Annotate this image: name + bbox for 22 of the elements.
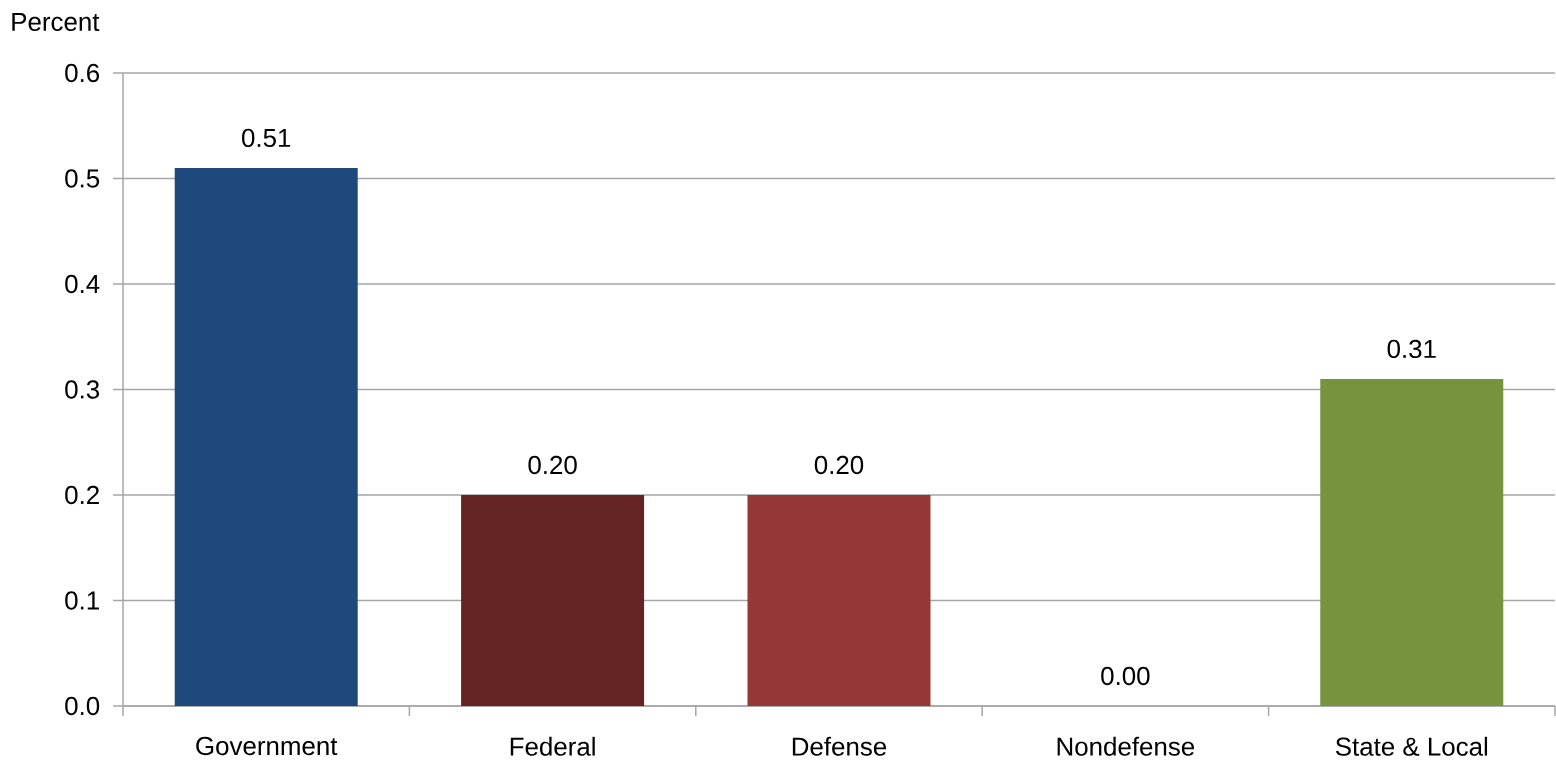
data-label: 0.20 <box>528 455 577 475</box>
bar <box>747 494 931 706</box>
bar <box>174 167 358 706</box>
data-label: 0.20 <box>814 455 864 475</box>
y-tick-label: 0.2 <box>65 485 99 505</box>
x-tick-label: Nondefense <box>1057 736 1195 756</box>
data-label: 0.51 <box>242 128 291 148</box>
y-tick-label: 0.3 <box>65 380 100 399</box>
x-tick-label: Defense <box>792 736 887 756</box>
x-tick-label: State & Local <box>1335 736 1488 756</box>
bar <box>461 494 645 706</box>
y-axis-title: Percent <box>12 12 100 32</box>
y-tick-label: 0.1 <box>65 591 99 610</box>
data-label: 0.31 <box>1387 339 1436 359</box>
x-tick-label: Federal <box>510 736 595 756</box>
y-tick-label: 0.4 <box>65 274 100 294</box>
y-tick-label: 0.0 <box>65 696 100 716</box>
y-tick-label: 0.6 <box>65 63 100 83</box>
data-label: 0.00 <box>1101 666 1150 686</box>
x-tick-label: Government <box>196 736 338 756</box>
bar <box>1320 378 1504 706</box>
y-tick-label: 0.5 <box>65 169 100 188</box>
